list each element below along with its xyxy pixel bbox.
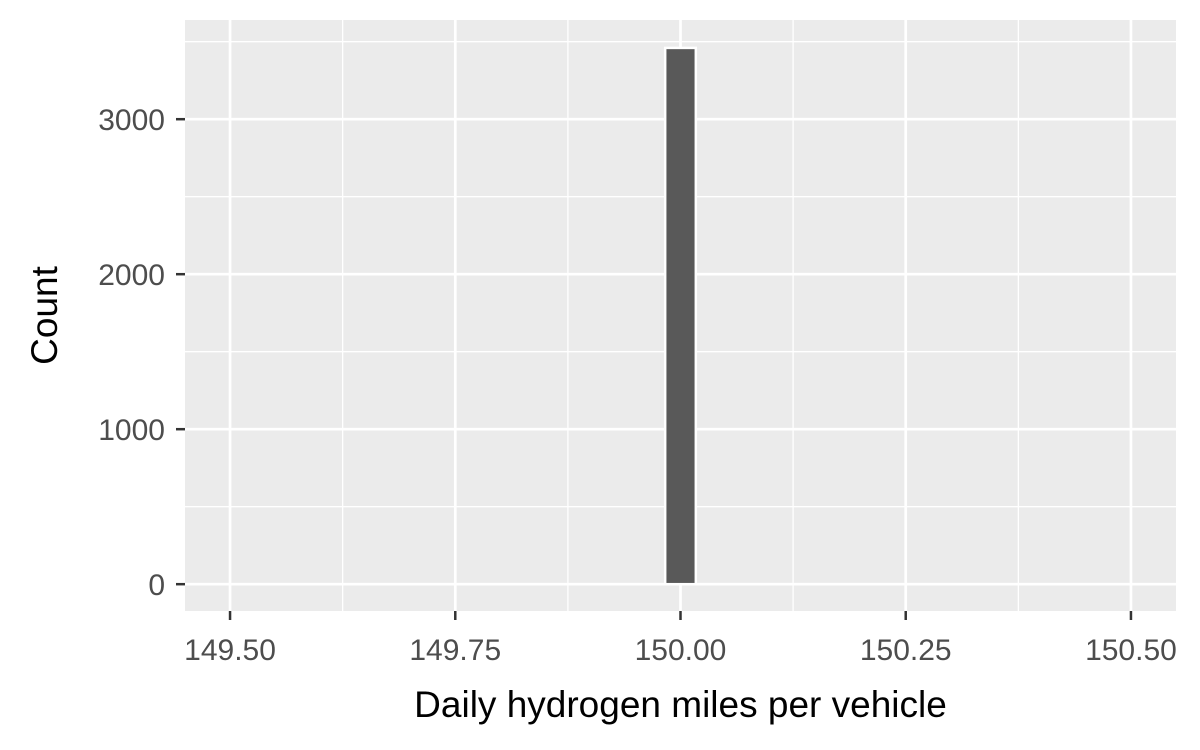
y-tick-label: 2000 [98, 259, 165, 292]
y-tick-label: 3000 [98, 104, 165, 137]
histogram-bars [663, 46, 698, 586]
y-tick-label: 0 [148, 569, 165, 602]
histogram-bar [663, 46, 698, 586]
x-tick-label: 149.50 [184, 634, 276, 667]
x-tick-label: 149.75 [409, 634, 501, 667]
x-axis-tick-labels: 149.50 149.75 150.00 150.25 150.50 [184, 634, 1177, 667]
x-axis-title: Daily hydrogen miles per vehicle [414, 684, 947, 725]
x-tick-label: 150.50 [1085, 634, 1177, 667]
y-tick-label: 1000 [98, 414, 165, 447]
y-axis-tick-labels: 0 1000 2000 3000 [98, 104, 165, 602]
y-axis-title: Count [24, 265, 65, 364]
x-tick-label: 150.25 [860, 634, 952, 667]
x-tick-label: 150.00 [635, 634, 727, 667]
axis-ticks [176, 117, 1133, 620]
